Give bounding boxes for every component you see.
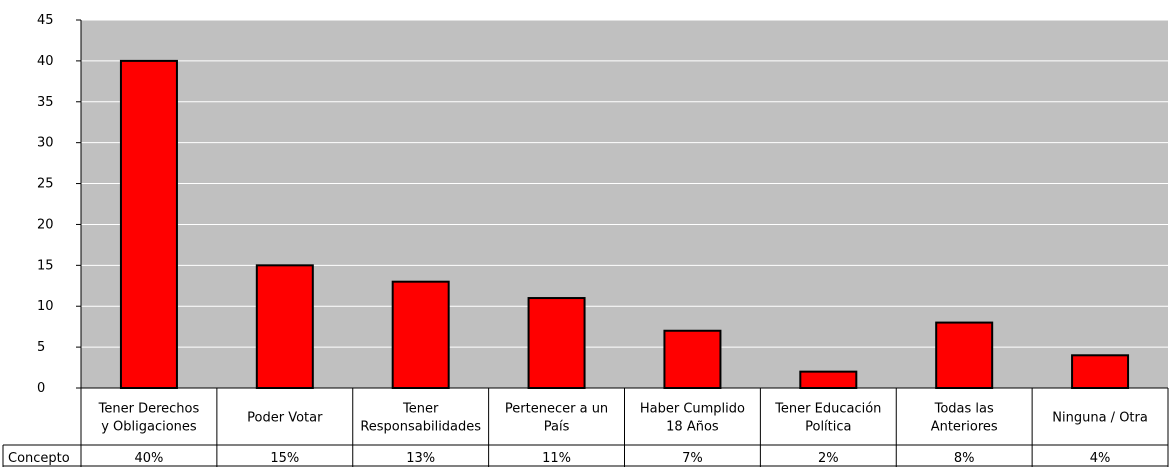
x-tick-label: Tener Educación Política bbox=[774, 402, 881, 435]
y-tick-label: 45 bbox=[37, 13, 54, 28]
bar bbox=[935, 321, 994, 390]
y-tick-label: 0 bbox=[37, 381, 45, 396]
bar bbox=[255, 264, 314, 390]
x-tick-label: Tener Derechos y Obligaciones bbox=[98, 402, 200, 435]
x-tick-label: Ninguna / Otra bbox=[1052, 411, 1148, 426]
table-cell: 13% bbox=[406, 451, 435, 466]
x-tick-label: Todas las Anteriores bbox=[931, 402, 998, 435]
y-tick-label: 35 bbox=[37, 95, 54, 110]
y-tick-label: 40 bbox=[37, 54, 54, 69]
y-tick-label: 25 bbox=[37, 177, 54, 192]
x-tick-label: Haber Cumplido 18 Años bbox=[640, 402, 745, 435]
bar bbox=[799, 370, 858, 389]
y-tick-label: 20 bbox=[37, 217, 54, 232]
x-tick-label: Pertenecer a un País bbox=[505, 402, 608, 435]
bar bbox=[527, 297, 586, 389]
bar bbox=[663, 329, 722, 389]
x-tick-label: Poder Votar bbox=[247, 411, 323, 426]
y-tick-label: 5 bbox=[37, 340, 45, 355]
y-tick-label: 10 bbox=[37, 299, 54, 314]
table-cell: 2% bbox=[818, 451, 839, 466]
table-cell: 15% bbox=[270, 451, 299, 466]
table-cell: 4% bbox=[1090, 451, 1111, 466]
bar bbox=[119, 59, 178, 390]
plot-area bbox=[81, 20, 1168, 388]
table-cell: 8% bbox=[954, 451, 975, 466]
table-row-label: Concepto bbox=[8, 451, 70, 466]
x-tick-label: Tener Responsabilidades bbox=[360, 402, 481, 435]
bar bbox=[1071, 354, 1130, 389]
y-tick-label: 30 bbox=[37, 136, 54, 151]
y-tick-label: 15 bbox=[37, 258, 54, 273]
table-cell: 40% bbox=[134, 451, 163, 466]
bar bbox=[391, 280, 450, 390]
table-cell: 7% bbox=[682, 451, 703, 466]
table-cell: 11% bbox=[542, 451, 571, 466]
